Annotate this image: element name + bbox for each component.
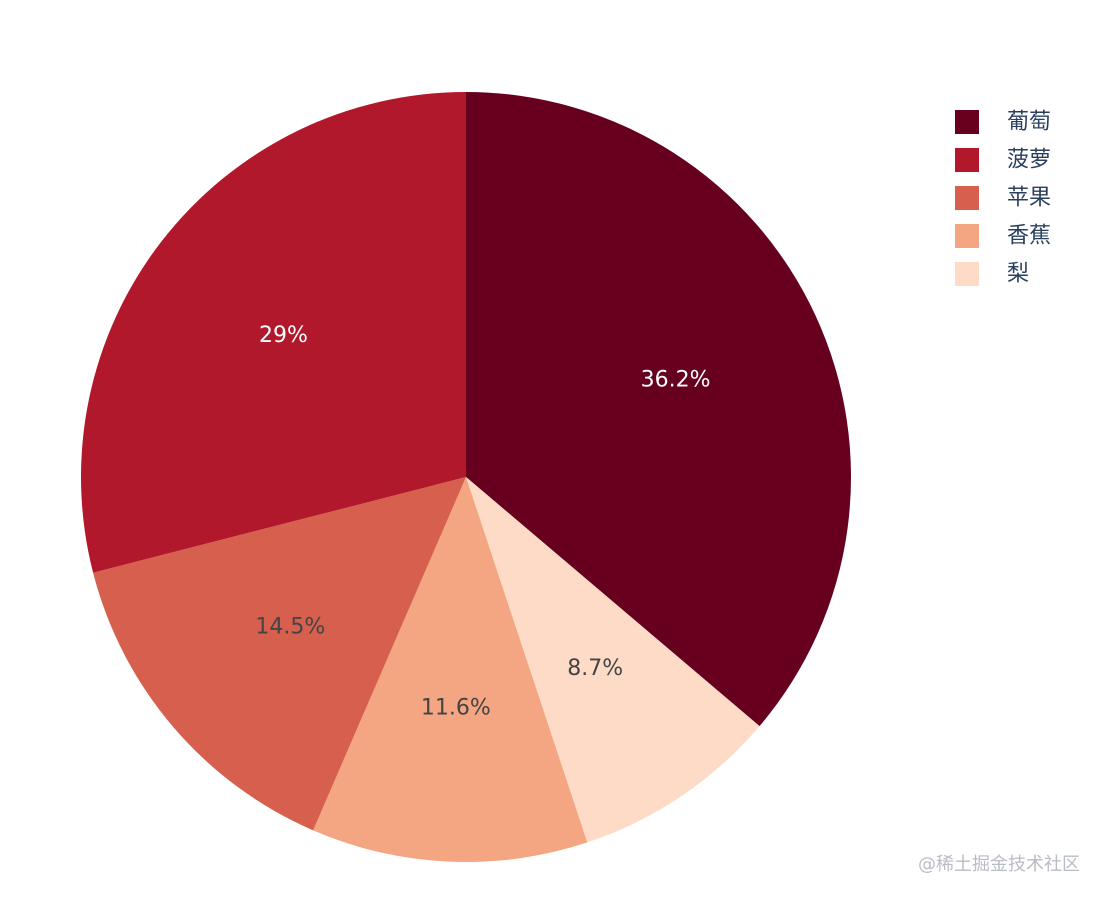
legend-label-1[interactable]: 菠萝	[1007, 148, 1051, 173]
legend-swatch-4[interactable]	[955, 262, 979, 286]
pie-slice-1	[466, 477, 760, 843]
pie-slice-2	[313, 477, 588, 863]
pie-slice-4	[80, 92, 467, 573]
legend-swatch-3[interactable]	[955, 224, 979, 248]
legend-label-3[interactable]: 香蕉	[1007, 224, 1051, 249]
legend-label-4[interactable]: 梨	[1007, 262, 1029, 287]
pie-slice-labels: 36.2% 8.7% 11.6% 14.5% 29%	[255, 323, 710, 720]
slice-label-4: 29%	[259, 323, 308, 348]
slice-label-1: 8.7%	[567, 656, 623, 681]
legend-label-2[interactable]: 苹果	[1007, 186, 1051, 211]
pie-slice-0	[466, 92, 851, 727]
legend-label-0[interactable]: 葡萄	[1007, 110, 1051, 135]
legend-swatch-0[interactable]	[955, 110, 979, 134]
pie-slices	[80, 92, 851, 863]
legend-swatch-2[interactable]	[955, 186, 979, 210]
slice-label-0: 36.2%	[641, 367, 711, 392]
slice-label-3: 14.5%	[255, 615, 325, 640]
pie-slice-3	[93, 477, 466, 831]
watermark: @稀土掘金技术社区	[918, 854, 1080, 875]
legend-swatch-1[interactable]	[955, 148, 979, 172]
slice-label-2: 11.6%	[421, 695, 491, 720]
